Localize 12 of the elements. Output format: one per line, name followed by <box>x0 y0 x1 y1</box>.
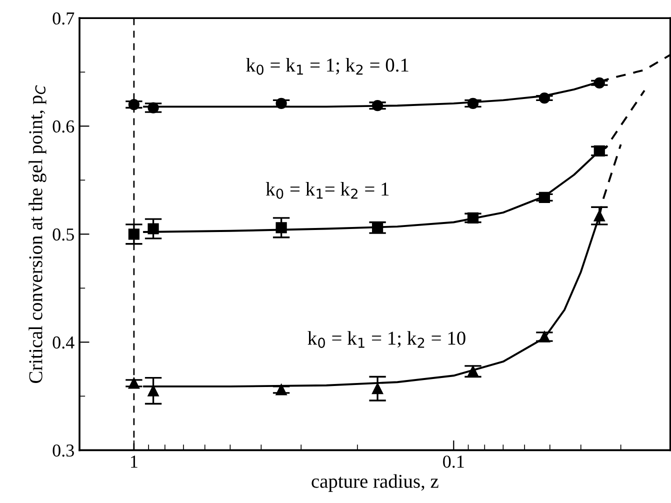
y-tick-label: 0.4 <box>52 336 74 349</box>
annotation: k$_{0}$ = k$_{1}$ = 1; k$_{2}$ = 0.1 <box>246 58 408 75</box>
x-axis-title: capture radius, z <box>312 474 438 492</box>
x-tick-label: 1 <box>131 456 138 468</box>
x-tick-label: 0.1 <box>443 456 464 468</box>
y-tick-label: 0.3 <box>52 444 74 457</box>
y-tick-label: 0.6 <box>52 120 74 133</box>
annotation: k$_{0}$ = k$_{1}$ = 1; k$_{2}$ = 10 <box>308 331 466 348</box>
annotation: k$_{0}$ = k$_{1}$= k$_{2}$ = 1 <box>266 182 389 199</box>
y-tick-label: 0.5 <box>52 228 74 241</box>
y-tick-label: 0.7 <box>52 12 74 25</box>
y-axis-title: Critical conversion at the gel point, p$_{C}$ <box>28 85 46 383</box>
